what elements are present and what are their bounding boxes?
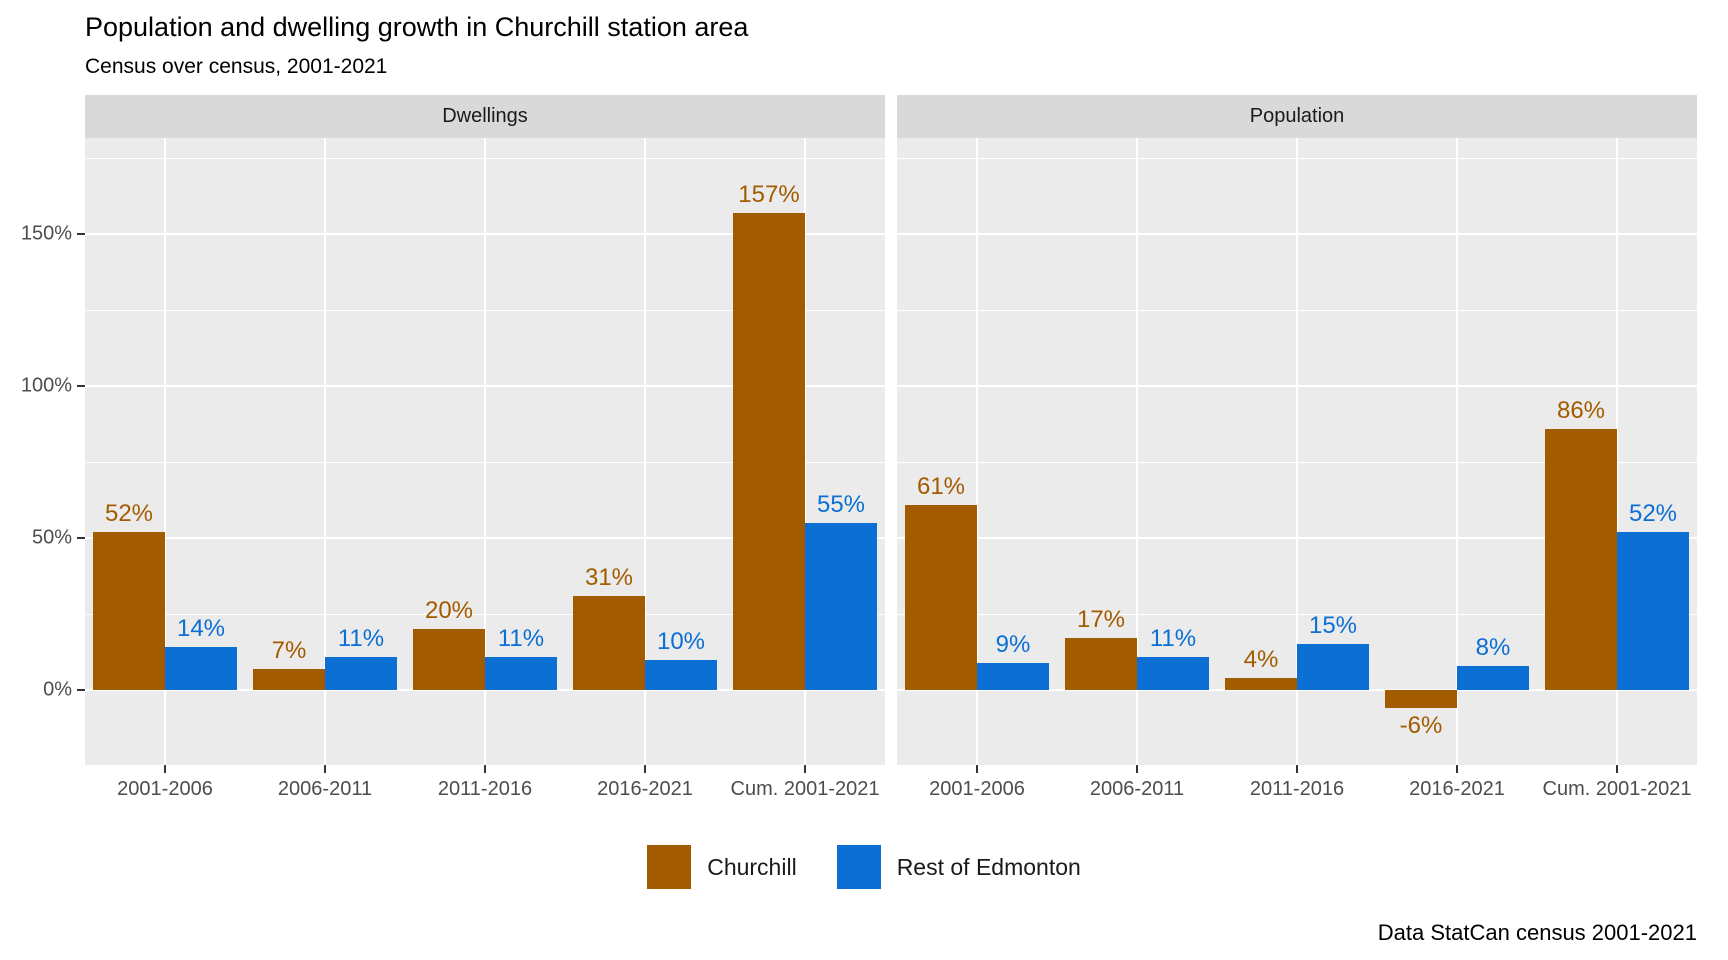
bar-rest-of-edmonton [1297, 644, 1369, 690]
y-axis-tick [77, 233, 85, 235]
x-tick-label: 2001-2006 [929, 778, 1025, 800]
y-axis-tick [77, 537, 85, 539]
bar-value-label: 4% [1243, 645, 1279, 673]
facet-strip-population: Population [897, 95, 1697, 138]
y-tick-label: 50% [31, 526, 72, 549]
bar-value-label: 11% [497, 624, 545, 652]
x-tick-label: Cum. 2001-2021 [730, 778, 880, 800]
gridline-major-x [1616, 138, 1618, 765]
x-axis-tick [1296, 765, 1298, 773]
gridline-major-x [804, 138, 806, 765]
y-tick-label: 0% [43, 678, 72, 701]
y-axis-tick [77, 689, 85, 691]
bar-rest-of-edmonton [1457, 665, 1529, 690]
bar-churchill [1385, 690, 1457, 709]
facet-panel-population: 61% 9% 17% 11% 4% 15% -6% 8% 86% 52% [897, 138, 1697, 765]
legend-item-rest-of-edmonton: Rest of Edmonton [836, 845, 1081, 889]
gridline-major-x [976, 138, 978, 765]
x-axis-tick [324, 765, 326, 773]
bar-value-label: 157% [738, 180, 800, 208]
bar-value-label: 52% [104, 499, 154, 527]
x-tick-label: 2016-2021 [1409, 778, 1505, 800]
bar-rest-of-edmonton [805, 522, 877, 690]
bar-rest-of-edmonton [977, 662, 1049, 690]
page-subtitle: Census over census, 2001-2021 [85, 55, 388, 78]
facet-panel-dwellings: 52% 14% 7% 11% 20% 11% 31% 10% 157% 55% [85, 138, 885, 765]
bar-value-label: 7% [271, 636, 307, 664]
gridline-major-x [1136, 138, 1138, 765]
x-tick-label: Cum. 2001-2021 [1542, 778, 1692, 800]
x-axis-tick [484, 765, 486, 773]
legend-swatch-rest-of-edmonton [836, 845, 881, 889]
x-axis-tick [1456, 765, 1458, 773]
y-axis-tick [77, 385, 85, 387]
bar-value-label: 52% [1628, 499, 1678, 527]
legend-item-churchill: Churchill [647, 845, 797, 889]
data-source-caption: Data StatCan census 2001-2021 [1377, 920, 1697, 945]
y-tick-label: 150% [20, 222, 72, 245]
x-tick-label: 2001-2006 [117, 778, 213, 800]
bar-churchill [1545, 428, 1617, 690]
facet-strip-dwellings: Dwellings [85, 95, 885, 138]
x-tick-label: 2006-2011 [277, 778, 373, 800]
x-axis-tick [644, 765, 646, 773]
bar-value-label: 55% [816, 490, 866, 518]
legend-swatch-churchill [647, 845, 692, 889]
bar-value-label: 15% [1308, 612, 1358, 640]
gridline-major-x [1456, 138, 1458, 765]
gridline-major-x [324, 138, 326, 765]
x-tick-label: 2011-2016 [1249, 778, 1345, 800]
x-tick-label: 2016-2021 [597, 778, 693, 800]
bar-value-label: 86% [1556, 396, 1606, 424]
bar-churchill [1225, 677, 1297, 690]
bar-value-label: 20% [424, 597, 474, 625]
bar-churchill [573, 595, 645, 690]
bar-value-label: 9% [995, 630, 1031, 658]
bar-rest-of-edmonton [645, 659, 717, 690]
bar-churchill [1065, 638, 1137, 690]
bar-rest-of-edmonton [1137, 656, 1209, 690]
bar-churchill [733, 212, 805, 690]
x-axis-tick [1136, 765, 1138, 773]
bar-churchill [905, 504, 977, 690]
x-tick-label: 2011-2016 [437, 778, 533, 800]
gridline-major-x [484, 138, 486, 765]
legend-label-churchill: Churchill [707, 853, 797, 880]
bar-churchill [253, 668, 325, 690]
bar-value-label: 11% [1149, 624, 1197, 652]
x-axis-tick [804, 765, 806, 773]
bar-value-label: 14% [176, 615, 226, 643]
x-axis-tick [976, 765, 978, 773]
bar-value-label: 61% [916, 472, 966, 500]
bar-rest-of-edmonton [1617, 531, 1689, 690]
gridline-major-x [1296, 138, 1298, 765]
x-tick-label: 2006-2011 [1089, 778, 1185, 800]
facet-strip-label: Dwellings [442, 105, 528, 127]
bar-churchill [413, 629, 485, 690]
gridline-major-x [164, 138, 166, 765]
legend: Churchill Rest of Edmonton [0, 845, 1728, 889]
bar-rest-of-edmonton [165, 647, 237, 690]
facet-strip-label: Population [1249, 105, 1345, 127]
page-title: Population and dwelling growth in Church… [85, 12, 749, 42]
x-axis-tick [1616, 765, 1618, 773]
bar-value-label: 17% [1076, 606, 1126, 634]
legend-label-rest-of-edmonton: Rest of Edmonton [896, 853, 1081, 880]
gridline-major-x [644, 138, 646, 765]
bar-rest-of-edmonton [325, 656, 397, 690]
bar-value-label: 10% [656, 627, 706, 655]
bar-rest-of-edmonton [485, 656, 557, 690]
y-tick-label: 100% [20, 374, 72, 397]
bar-churchill [93, 531, 165, 690]
bar-value-label: -6% [1399, 712, 1443, 740]
x-axis-tick [164, 765, 166, 773]
bar-value-label: 31% [584, 563, 634, 591]
bar-value-label: 11% [337, 624, 385, 652]
bar-value-label: 8% [1475, 633, 1511, 661]
